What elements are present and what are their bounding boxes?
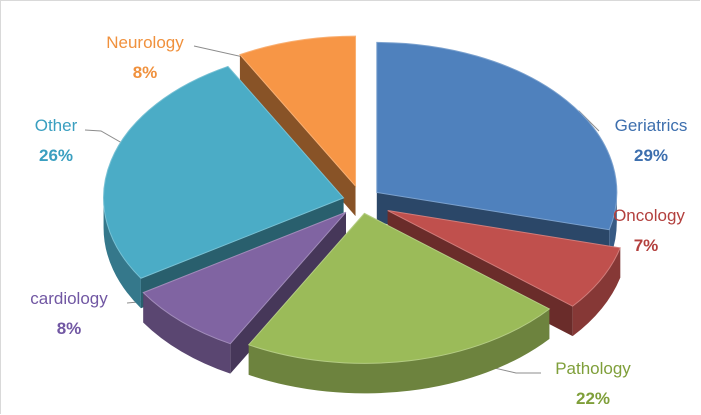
slice-outer-wall (143, 292, 231, 374)
slice-top-face (387, 210, 621, 307)
pie-slices (103, 35, 621, 394)
slice-top-face (142, 211, 347, 345)
data-label-pct-neurology: 8% (133, 63, 158, 82)
slice-top-face (239, 35, 357, 188)
data-label-pct-cardiology: 8% (57, 319, 82, 338)
data-label-pct-other: 26% (39, 146, 73, 165)
slice-outer-wall (609, 192, 617, 260)
data-label-other: Other (35, 116, 78, 135)
slice-neurology[interactable] (239, 35, 357, 217)
data-label-cardiology: cardiology (30, 289, 108, 308)
data-label-pct-oncology: 7% (634, 236, 659, 255)
data-label-neurology: Neurology (106, 33, 184, 52)
data-labels: Geriatrics 29% Oncology 7% Pathology 22% cardi… (30, 33, 687, 408)
data-label-pct-pathology: 22% (576, 389, 610, 408)
data-label-pathology: Pathology (555, 359, 631, 378)
slice-top-face (103, 65, 345, 279)
data-label-geriatrics: Geriatrics (615, 116, 688, 135)
slice-outer-wall (103, 197, 141, 309)
slice-side-wall (239, 54, 356, 217)
data-label-pct-geriatrics: 29% (634, 146, 668, 165)
slice-outer-wall (248, 308, 550, 394)
slice-top-face (247, 212, 551, 364)
slice-top-face (376, 41, 618, 231)
slice-cardiology[interactable] (142, 211, 347, 374)
data-label-oncology: Oncology (613, 206, 685, 225)
slice-pathology[interactable] (247, 212, 551, 394)
